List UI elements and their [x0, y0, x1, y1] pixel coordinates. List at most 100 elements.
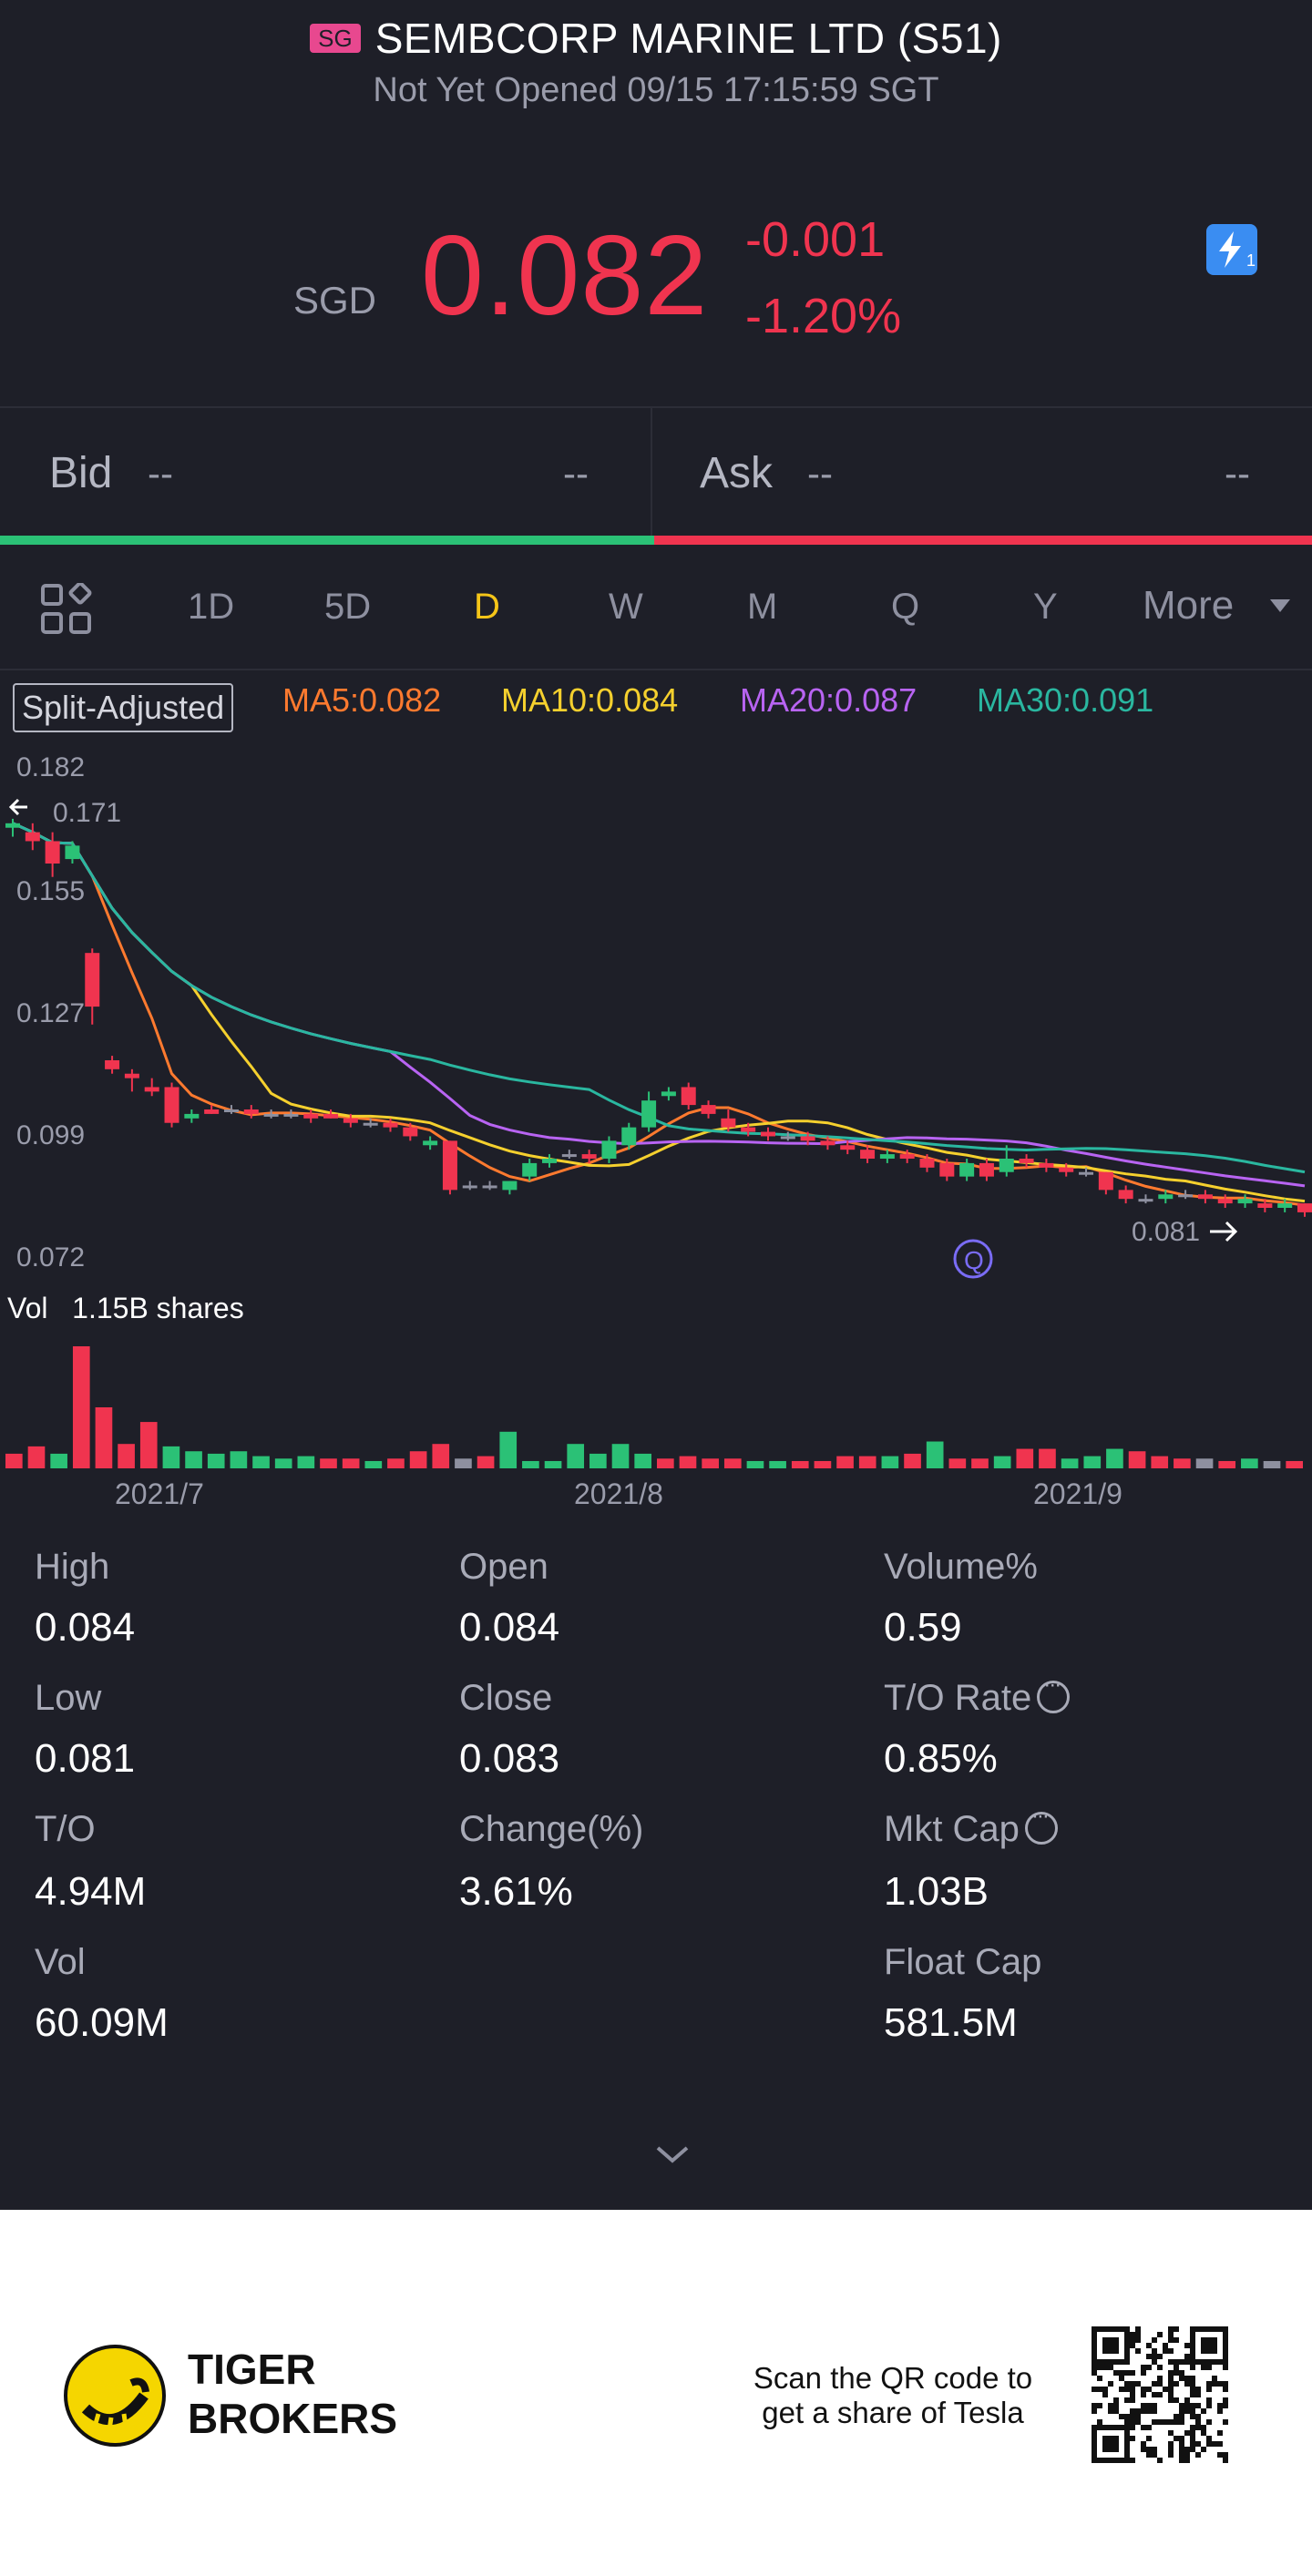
candle-body — [939, 1162, 955, 1177]
volume-bar — [1241, 1458, 1258, 1468]
candle-body — [721, 1118, 736, 1128]
stat-value-vol: 60.09M — [35, 2000, 169, 2045]
stat-value-to: 4.94M — [35, 1869, 147, 1914]
more-periods-button[interactable]: More — [1143, 583, 1235, 628]
candle-body — [5, 823, 20, 828]
candle-body — [601, 1140, 617, 1159]
x-tick-1: 2021/8 — [574, 1477, 663, 1510]
volume-bar — [679, 1456, 697, 1468]
candle-body — [701, 1105, 716, 1114]
candle-body — [1138, 1199, 1153, 1202]
info-icon[interactable] — [1037, 1672, 1071, 1713]
volume-bar — [567, 1444, 585, 1468]
volume-bar — [297, 1456, 315, 1468]
split-adjusted-toggle[interactable]: Split-Adjusted — [13, 683, 234, 732]
candle-body — [1079, 1171, 1094, 1175]
volume-bar — [455, 1458, 472, 1468]
stat-value-low: 0.081 — [35, 1736, 136, 1781]
stat-label-change-pct: Change(%) — [459, 1809, 644, 1849]
candle-body — [979, 1162, 994, 1177]
volume-bar — [252, 1456, 270, 1468]
brand-line-1: TIGER — [188, 2346, 316, 2393]
candle-body — [542, 1159, 558, 1163]
stat-label-to: T/O — [35, 1809, 96, 1849]
candle-body — [1039, 1162, 1054, 1168]
info-icon[interactable] — [1024, 1804, 1058, 1845]
candle-body — [1257, 1203, 1273, 1208]
brand-name: TIGER BROKERS — [188, 2345, 397, 2443]
volume-bar — [993, 1456, 1011, 1468]
tiger-brokers-logo — [64, 2345, 166, 2447]
candle-body — [999, 1159, 1014, 1172]
volume-bar — [162, 1446, 180, 1468]
candle-body — [243, 1109, 259, 1114]
price-change: -0.001 — [745, 212, 886, 267]
candle-body — [840, 1145, 856, 1150]
candle-body — [462, 1185, 477, 1189]
stat-value-volume-pct: 0.59 — [884, 1605, 962, 1650]
price-chart[interactable]: 0.182 0.155 0.127 0.099 0.072 0.171 0.08… — [0, 729, 1312, 1521]
candle-body — [303, 1113, 319, 1119]
candle-body — [1098, 1171, 1113, 1191]
chevron-down-icon[interactable] — [1270, 599, 1290, 612]
volume-bar — [320, 1458, 337, 1468]
candle-body — [85, 953, 100, 1007]
candle-body — [1217, 1199, 1233, 1204]
currency-label: SGD — [293, 279, 377, 322]
ma10-value: MA10:0.084 — [501, 681, 679, 719]
volume-bar — [1083, 1456, 1102, 1468]
tab-y[interactable]: Y — [1033, 587, 1058, 627]
bid-ratio-bar — [0, 536, 654, 545]
candle-body — [482, 1185, 497, 1189]
candle-body — [820, 1140, 835, 1146]
candle-body — [204, 1109, 220, 1114]
candle-body — [45, 841, 60, 864]
candle-body — [581, 1154, 597, 1159]
svg-text:1: 1 — [1246, 251, 1256, 270]
lightning-icon[interactable]: 1 — [1206, 224, 1257, 275]
candle-body — [283, 1113, 299, 1117]
candle-body — [1118, 1190, 1133, 1200]
ask-size: -- — [1225, 452, 1250, 495]
volume-bar — [499, 1431, 518, 1468]
volume-value: 1.15B shares — [72, 1292, 244, 1324]
volume-bar — [27, 1446, 46, 1468]
stat-label-close: Close — [459, 1678, 553, 1718]
candle-body — [780, 1136, 795, 1140]
volume-bar — [118, 1444, 135, 1468]
bid-label: Bid — [49, 449, 113, 497]
candle-body — [561, 1154, 577, 1158]
stat-value-mkt-cap: 1.03B — [884, 1869, 989, 1914]
arrow-right-icon — [1210, 1221, 1238, 1242]
candle-body — [522, 1162, 538, 1177]
scan-text: Scan the QR code to get a share of Tesla — [738, 2361, 1048, 2430]
candle-body — [919, 1159, 935, 1168]
volume-bar — [702, 1458, 719, 1468]
ask-price: -- — [807, 452, 833, 495]
tab-d[interactable]: D — [474, 587, 500, 627]
candle-body — [423, 1140, 438, 1146]
tab-w[interactable]: W — [609, 587, 643, 627]
volume-bar — [657, 1458, 674, 1468]
stat-label-high: High — [35, 1547, 110, 1587]
ma10-line — [12, 822, 1306, 1203]
tab-m[interactable]: M — [747, 587, 778, 627]
stat-value-close: 0.083 — [459, 1736, 560, 1781]
brand-line-2: BROKERS — [188, 2395, 398, 2442]
stat-label-mkt-cap: Mkt Cap — [884, 1804, 1058, 1850]
volume-bar — [230, 1451, 248, 1468]
candle-body — [879, 1154, 895, 1159]
candle-body — [800, 1136, 815, 1141]
tab-q[interactable]: Q — [891, 587, 920, 627]
chart-type-icon[interactable] — [40, 583, 93, 636]
y-tick-2: 0.127 — [16, 998, 85, 1028]
volume-bar — [1061, 1458, 1079, 1468]
tab-1d[interactable]: 1D — [188, 587, 235, 627]
promo-footer: TIGER BROKERS Scan the QR code to get a … — [0, 2210, 1312, 2576]
volume-bar — [342, 1458, 360, 1468]
tab-5d[interactable]: 5D — [324, 587, 372, 627]
volume-bar — [769, 1460, 786, 1468]
volume-bar — [72, 1346, 90, 1468]
expand-chevron-icon[interactable] — [654, 2142, 691, 2166]
x-tick-0: 2021/7 — [115, 1477, 204, 1510]
